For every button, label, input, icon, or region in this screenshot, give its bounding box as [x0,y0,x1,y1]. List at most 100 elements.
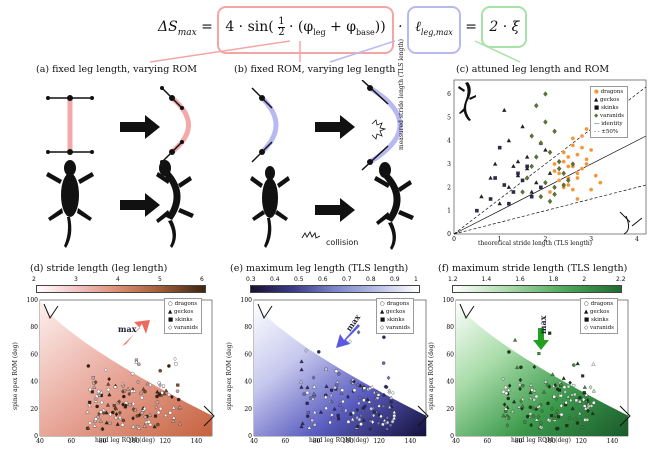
x-tick-label: 80 [515,438,523,445]
data-point [111,410,115,415]
data-point [538,424,543,429]
data-point [144,419,149,424]
data-point [528,412,533,416]
data-point [299,367,304,372]
skinks-point [529,194,534,199]
data-point [145,381,150,386]
data-point [536,414,541,420]
caption-b: (b) fixed ROM, varying leg length [234,64,396,75]
data-point [99,410,103,414]
data-point [362,386,366,390]
x-tick-label: 1 [498,236,502,243]
data-point [368,426,373,432]
data-point [167,392,171,397]
chart-e-xlabel: hind leg ROM (deg) [309,437,370,444]
identity-line [453,135,647,235]
data-point [157,392,162,396]
colorbar-tick-label: 1.4 [481,276,492,283]
data-point [317,350,321,354]
data-point [299,379,304,384]
data-point [505,413,510,418]
right-arrow-icon [120,193,160,217]
leg-arc-icon [619,211,643,235]
dragons-point [575,152,580,157]
data-point [334,369,338,373]
data-point [96,415,100,419]
data-point [377,412,382,417]
x-tick-label: 40 [36,438,44,445]
x-tick-label: 140 [607,438,619,445]
data-point [559,412,564,417]
data-point [379,414,383,419]
data-point [152,424,157,429]
data-point [352,379,356,384]
data-point [382,335,386,339]
leg-angle-icon [619,405,631,427]
data-point [381,392,387,397]
data-point [387,404,392,409]
data-point [135,424,140,429]
data-point [118,410,122,415]
data-point [387,388,392,394]
equation-connectors [149,40,521,63]
varanids-point [524,175,530,181]
varanids-point [538,140,544,146]
x-tick-label: 100 [342,438,354,445]
colorbar-tick-label: 6 [200,276,204,283]
dragons-point [556,171,562,176]
data-point [300,421,305,426]
data-point [358,383,363,388]
data-point [356,330,361,335]
geckos-point [547,170,553,175]
data-point [113,406,119,411]
data-point [545,382,550,388]
legend-identity: — identity [594,121,623,127]
varanids-point [543,119,548,125]
dragons-point [584,157,589,162]
data-point [336,417,341,421]
dragons-point [575,175,580,181]
y-tick-label: 6 [447,91,451,98]
data-point [175,389,180,393]
data-point [575,361,580,366]
data-point [113,385,117,389]
dragons-point [575,196,580,202]
data-point [93,379,98,385]
chart-d-xlabel: hind leg ROM (deg) [95,437,156,444]
data-point [155,394,159,399]
long-leg-diagram [361,80,403,171]
x-tick-label: 60 [281,438,289,445]
data-point [534,394,539,399]
y-tick-label: 80 [30,324,38,331]
data-point [337,402,343,407]
data-point [578,400,582,404]
data-point [312,410,317,414]
colorbar-tick-label: 0.9 [390,276,400,283]
dragons-point [598,180,603,185]
x-tick-label: 140 [405,438,417,445]
geckos-point [502,107,507,112]
data-point [94,417,98,421]
data-point [126,386,131,391]
data-point [92,385,97,389]
data-point [539,421,543,425]
data-point [370,419,375,425]
colorbar-tick-label: 1.6 [515,276,525,283]
legend-dragons: ● dragons [594,89,624,95]
data-point [539,402,543,408]
colorbar-f-ticks: 1.2 1.4 1.6 1.8 2 2.2 [448,276,626,284]
data-point [577,411,582,416]
dragons-point [552,168,557,174]
collision-label: collision [326,238,359,247]
data-point [101,407,106,412]
data-point [86,364,91,368]
data-point [329,399,334,404]
data-point [305,414,310,418]
skinks-point [507,201,511,206]
chart-f-xlabel: hind leg ROM (deg) [511,437,572,444]
data-point [164,388,169,393]
dragons-point [556,178,562,183]
data-point [365,397,370,401]
data-point [148,412,153,417]
data-point [362,398,366,402]
